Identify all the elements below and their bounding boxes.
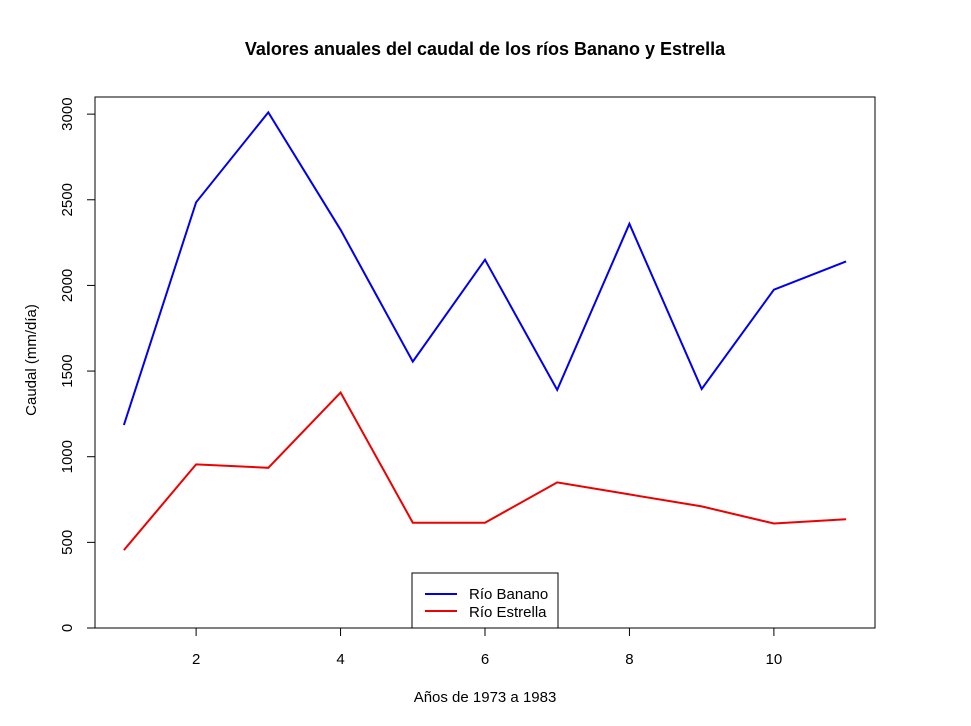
y-tick-label: 1500 [59,354,76,387]
y-tick-label: 3000 [59,97,76,130]
y-tick-label: 0 [59,624,76,632]
x-tick-label: 10 [766,651,783,668]
x-axis: 2 4 6 8 10 [192,627,783,668]
x-tick-label: 2 [192,651,200,668]
y-axis-label: Caudal (mm/día) [23,304,40,416]
y-tick-label: 500 [59,530,76,555]
plot-frame [94,96,876,629]
series-line-banano [122,110,847,426]
x-tick-label: 4 [336,651,344,668]
y-axis: 0 500 1000 1500 2000 2500 3000 [59,97,96,632]
x-axis-label: Años de 1973 a 1983 [414,689,557,706]
legend-label-estrella: Río Estrella [469,604,547,621]
x-tick-label: 6 [481,651,489,668]
x-tick-label: 8 [625,651,633,668]
y-tick-label: 2000 [59,269,76,302]
series-line-estrella [123,390,847,551]
legend-box [411,572,559,629]
series-layer [122,110,847,551]
chart-title: Valores anuales del caudal de los ríos B… [245,39,726,59]
legend-label-banano: Río Banano [469,586,548,603]
y-tick-label: 1000 [59,440,76,473]
legend: Río Banano Río Estrella [411,572,559,629]
y-tick-label: 2500 [59,183,76,216]
